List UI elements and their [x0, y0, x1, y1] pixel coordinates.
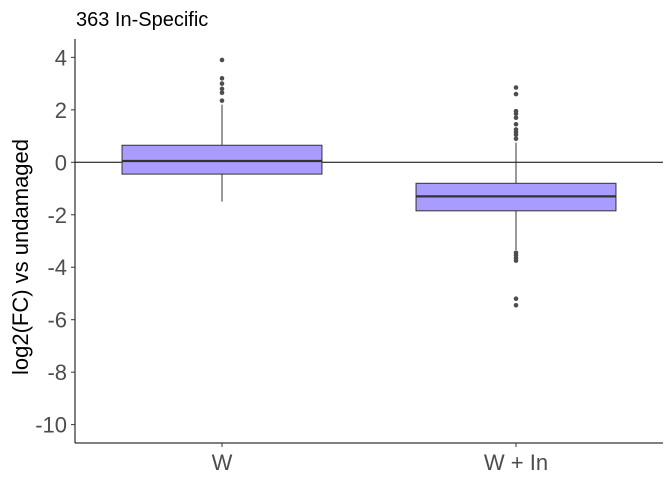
x-tick-label: W [212, 450, 233, 475]
boxes-group [121, 57, 617, 308]
y-tick-label: 4 [55, 45, 67, 70]
y-tick-label: -8 [47, 360, 67, 385]
outlier-point [513, 136, 519, 141]
box-2 [415, 85, 617, 308]
outlier-point [513, 302, 519, 308]
y-tick-label: 2 [55, 98, 67, 123]
box-iqr [121, 144, 323, 175]
outlier-point [219, 76, 225, 81]
outlier-point [513, 91, 519, 97]
x-tick-label: W + In [484, 450, 548, 475]
y-tick-label: -2 [47, 203, 67, 228]
y-tick-label: -10 [35, 413, 67, 438]
y-tick-label: -6 [47, 308, 67, 333]
outlier-point [219, 86, 225, 92]
outlier-point [219, 98, 225, 103]
outlier-point [219, 81, 225, 86]
chart-title: 363 In-Specific [76, 9, 208, 31]
outlier-point [219, 90, 225, 96]
y-axis-ticks: 4 2 0 -2 -4 -6 -8 -10 [35, 45, 75, 438]
outlier-point [513, 296, 519, 302]
outlier-point [513, 127, 519, 132]
x-axis-ticks: W W + In [212, 443, 548, 475]
outlier-point [513, 85, 519, 90]
outlier-point [513, 258, 519, 263]
y-tick-label: 0 [55, 150, 67, 175]
outlier-point [513, 108, 519, 114]
outlier-point [219, 57, 225, 63]
outlier-point [513, 121, 519, 127]
box-1 [121, 57, 323, 202]
outlier-point [513, 115, 519, 121]
y-axis-label: log2(FC) vs undamaged [8, 139, 33, 375]
y-tick-label: -4 [47, 255, 67, 280]
